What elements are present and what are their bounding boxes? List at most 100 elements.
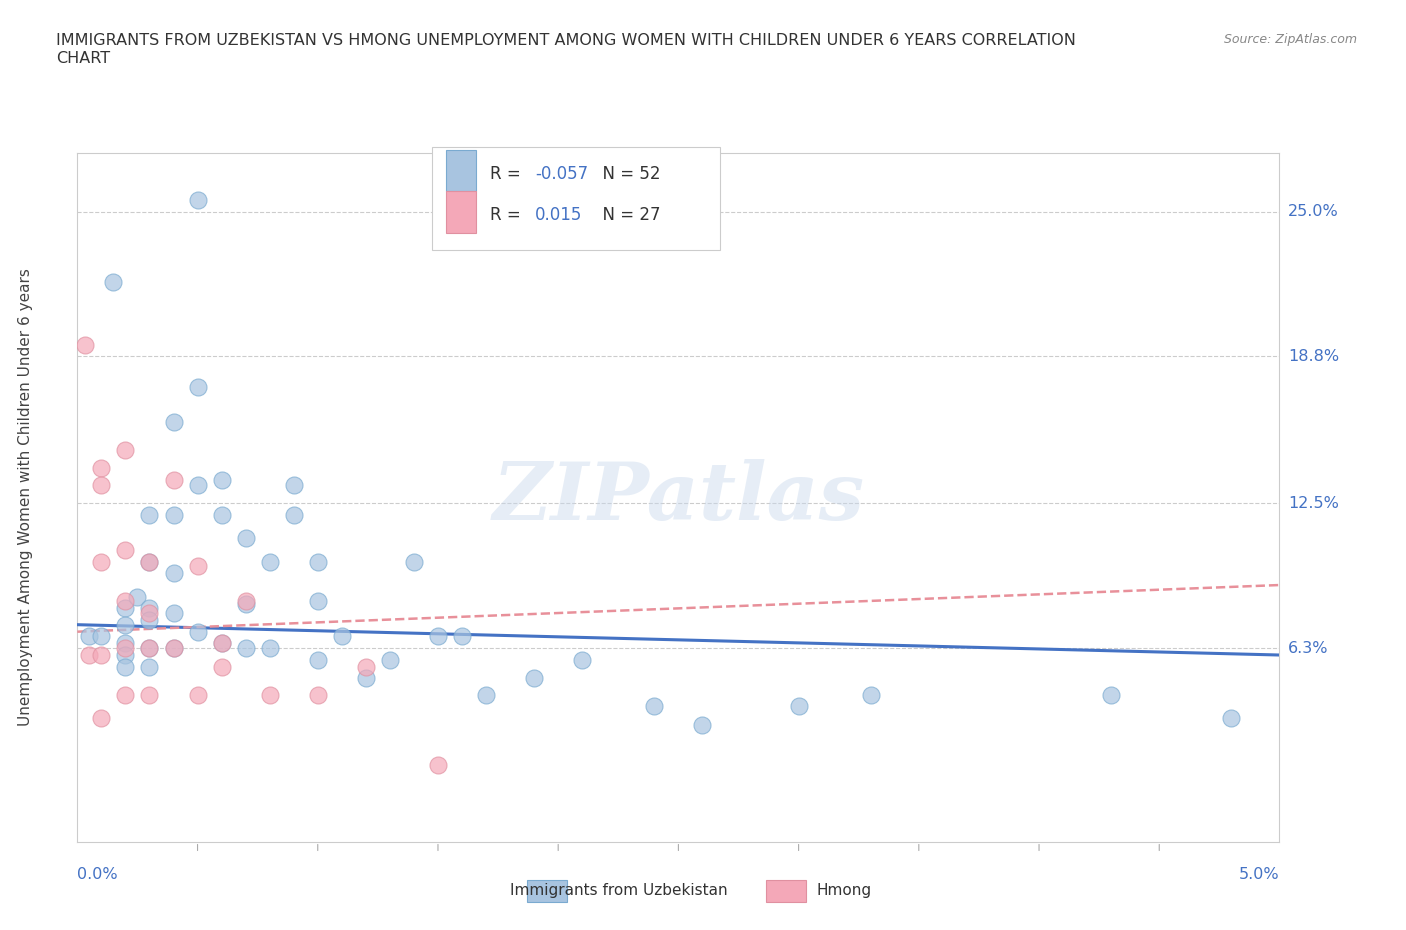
Point [186, 477, 209, 492]
FancyBboxPatch shape [446, 192, 477, 232]
Point [283, 477, 305, 492]
Text: Unemployment Among Women with Children Under 6 years: Unemployment Among Women with Children U… [18, 269, 32, 726]
Point [114, 443, 136, 458]
Text: Immigrants from Uzbekistan: Immigrants from Uzbekistan [510, 883, 727, 897]
Point [114, 647, 136, 662]
Text: Source: ZipAtlas.com: Source: ZipAtlas.com [1223, 33, 1357, 46]
Point [90, 629, 112, 644]
Text: IMMIGRANTS FROM UZBEKISTAN VS HMONG UNEMPLOYMENT AMONG WOMEN WITH CHILDREN UNDER: IMMIGRANTS FROM UZBEKISTAN VS HMONG UNEM… [56, 33, 1076, 47]
Point [787, 699, 810, 714]
Point [162, 508, 184, 523]
Point [114, 594, 136, 609]
Text: 0.015: 0.015 [536, 206, 582, 224]
FancyBboxPatch shape [446, 150, 477, 192]
Point [523, 671, 546, 685]
Point [427, 629, 450, 644]
Point [79, 629, 101, 644]
Point [330, 629, 353, 644]
Text: 5.0%: 5.0% [1239, 867, 1279, 882]
Point [354, 659, 377, 674]
Point [114, 618, 136, 632]
Point [138, 554, 160, 569]
Point [186, 624, 209, 639]
Point [73, 338, 96, 352]
Point [235, 596, 257, 611]
Point [90, 711, 112, 725]
Point [138, 601, 160, 616]
FancyBboxPatch shape [432, 147, 720, 250]
Point [186, 193, 209, 207]
Point [162, 472, 184, 487]
Point [451, 629, 474, 644]
Point [1220, 711, 1243, 725]
Point [259, 554, 281, 569]
Text: ZIPatlas: ZIPatlas [492, 458, 865, 537]
Point [90, 554, 112, 569]
Text: 25.0%: 25.0% [1288, 205, 1339, 219]
Point [475, 687, 498, 702]
Point [859, 687, 882, 702]
Point [378, 652, 401, 667]
Point [643, 699, 665, 714]
Point [162, 566, 184, 581]
Point [1099, 687, 1122, 702]
Point [114, 641, 136, 656]
Point [235, 641, 257, 656]
Point [162, 641, 184, 656]
Text: CHART: CHART [56, 51, 110, 66]
Point [427, 757, 450, 772]
Point [211, 636, 233, 651]
Text: R =: R = [489, 206, 531, 224]
Point [307, 687, 329, 702]
Text: N = 27: N = 27 [592, 206, 661, 224]
Point [307, 594, 329, 609]
Point [402, 554, 425, 569]
Point [114, 636, 136, 651]
Point [138, 641, 160, 656]
Point [307, 652, 329, 667]
Text: 12.5%: 12.5% [1288, 496, 1339, 511]
Point [211, 659, 233, 674]
Point [138, 508, 160, 523]
Point [114, 601, 136, 616]
Point [211, 472, 233, 487]
Point [138, 554, 160, 569]
Point [692, 718, 714, 733]
Point [138, 605, 160, 620]
Point [114, 687, 136, 702]
Point [186, 687, 209, 702]
Text: -0.057: -0.057 [536, 166, 589, 183]
Text: 18.8%: 18.8% [1288, 349, 1339, 364]
Point [90, 461, 112, 476]
Point [90, 477, 112, 492]
Point [138, 687, 160, 702]
Point [90, 647, 112, 662]
Point [307, 554, 329, 569]
Text: 6.3%: 6.3% [1288, 641, 1329, 656]
Point [162, 414, 184, 429]
Point [283, 508, 305, 523]
Point [259, 687, 281, 702]
Point [138, 613, 160, 628]
Point [138, 659, 160, 674]
Point [186, 559, 209, 574]
Text: 0.0%: 0.0% [77, 867, 118, 882]
Point [354, 671, 377, 685]
Point [127, 590, 149, 604]
Point [114, 542, 136, 557]
Point [103, 274, 125, 289]
Text: N = 52: N = 52 [592, 166, 661, 183]
Point [114, 659, 136, 674]
Point [235, 531, 257, 546]
Point [211, 508, 233, 523]
Point [235, 594, 257, 609]
Point [211, 636, 233, 651]
Point [571, 652, 593, 667]
Point [162, 641, 184, 656]
Point [79, 647, 101, 662]
Point [259, 641, 281, 656]
Point [162, 605, 184, 620]
Point [138, 641, 160, 656]
Text: Hmong: Hmong [815, 883, 872, 897]
Point [186, 379, 209, 394]
